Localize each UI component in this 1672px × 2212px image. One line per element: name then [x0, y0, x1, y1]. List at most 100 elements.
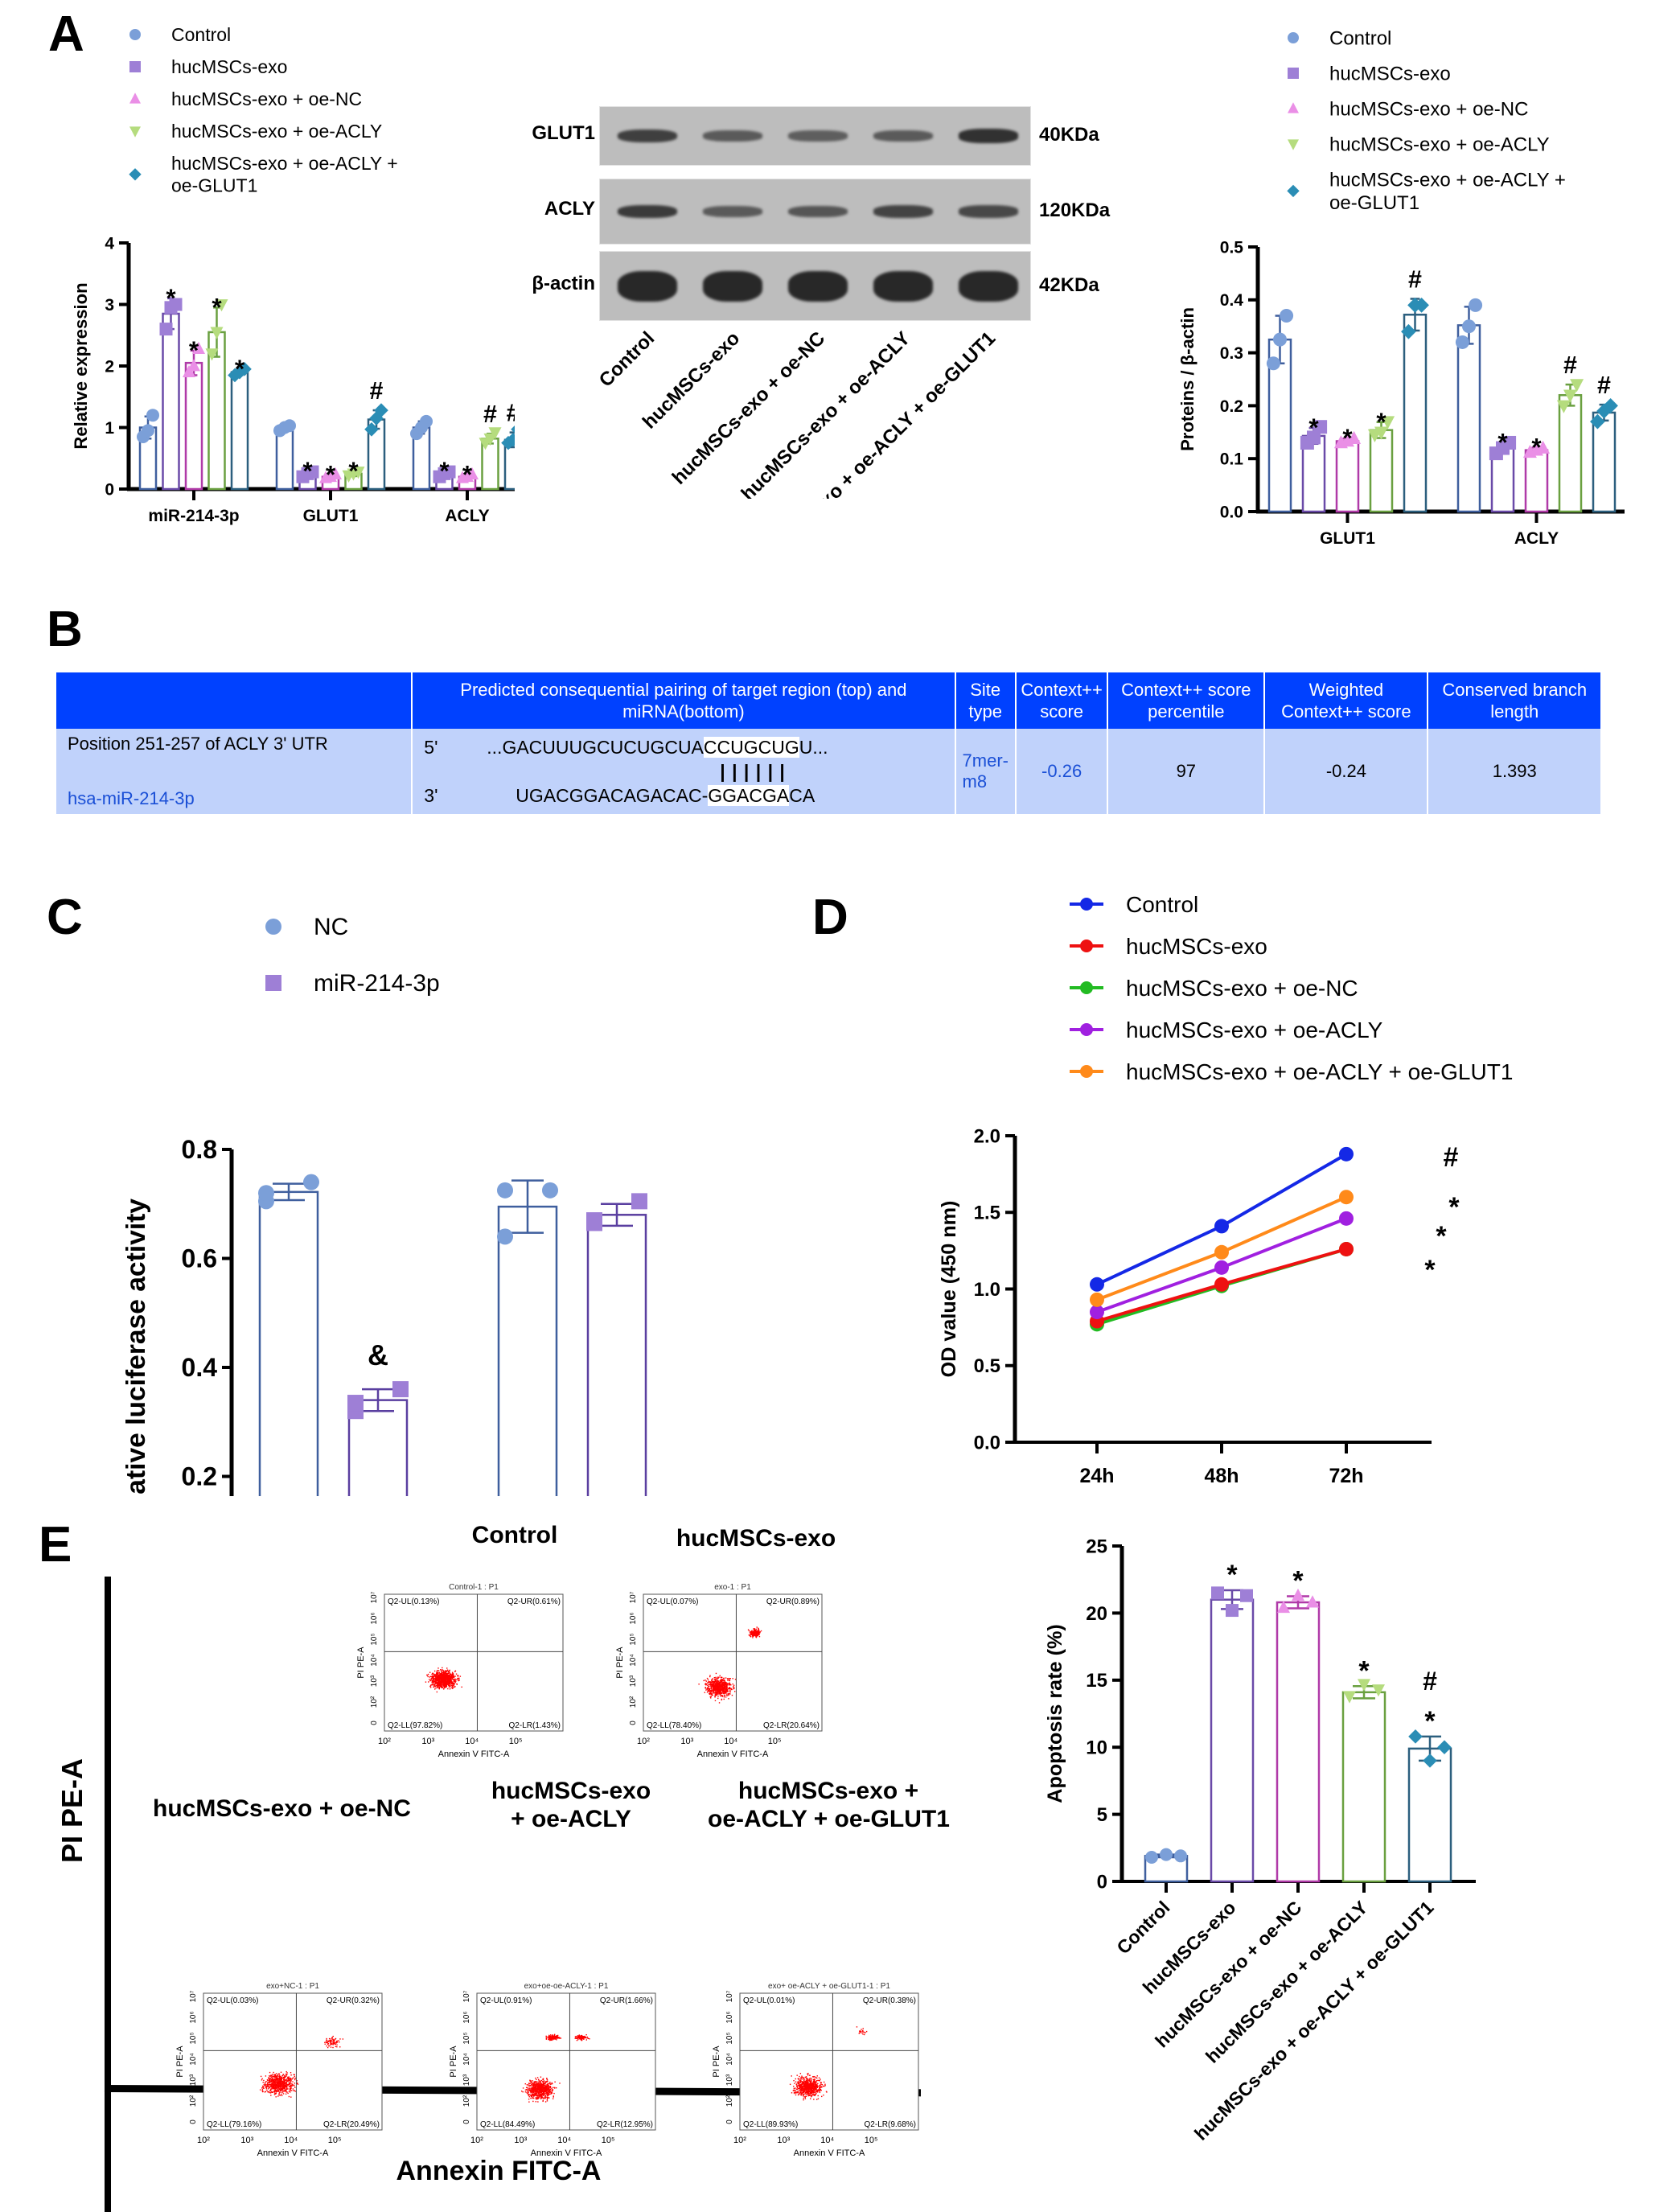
legend-label: Control — [1329, 27, 1391, 49]
event-dot — [724, 1692, 725, 1694]
event-dot — [713, 1690, 714, 1692]
flow-y-tick: 10² — [189, 2095, 198, 2107]
flow-y-tick: 10⁵ — [629, 1633, 638, 1645]
x-tick-label: GLUT1 — [1320, 529, 1375, 548]
event-dot — [725, 1684, 727, 1686]
data-point — [187, 359, 200, 372]
significance-mark: # — [1423, 1667, 1437, 1696]
event-dot — [277, 2084, 279, 2087]
event-dot — [274, 2076, 276, 2078]
y-tick-label: 1 — [105, 419, 114, 438]
event-dot — [261, 2085, 264, 2087]
event-dot — [578, 2034, 581, 2036]
event-dot — [449, 1671, 450, 1673]
quadrant-ul: Q2-UL(0.03%) — [207, 1996, 258, 2005]
event-dot — [807, 2084, 809, 2086]
event-dot — [548, 2082, 550, 2085]
quadrant-ll: Q2-LL(84.49%) — [480, 2120, 535, 2129]
y-tick-label: 0.0 — [1220, 503, 1243, 521]
flow-y-tick: 10⁷ — [725, 1990, 734, 2002]
event-dot — [284, 2085, 286, 2087]
bar — [1210, 1598, 1255, 1883]
event-dot — [805, 2095, 807, 2097]
blot-strip — [599, 251, 1031, 321]
mirna-link[interactable]: hsa-miR-214-3p — [68, 788, 195, 808]
event-dot — [452, 1675, 454, 1677]
event-dot — [450, 1682, 453, 1684]
event-dot — [442, 1675, 444, 1677]
event-dot — [547, 2097, 548, 2099]
legend-label: hucMSCs-exo + oe-ACLY + oe-GLUT1 — [1126, 1059, 1513, 1084]
event-dot — [547, 2083, 548, 2085]
event-dot — [559, 2082, 561, 2084]
table-cell-context-score[interactable]: -0.26 — [1015, 729, 1109, 814]
event-dot — [721, 1685, 724, 1688]
event-dot — [536, 2098, 539, 2099]
event-dot — [449, 1680, 450, 1682]
event-dot — [802, 2092, 803, 2094]
event-dot — [540, 2088, 543, 2091]
event-dot — [282, 2087, 284, 2089]
event-dot — [438, 1686, 440, 1688]
event-dot — [547, 2091, 548, 2094]
event-dot — [436, 1684, 438, 1687]
event-dot — [556, 2036, 557, 2037]
event-dot — [705, 1684, 707, 1686]
event-dot — [454, 1686, 455, 1688]
event-dot — [807, 2080, 809, 2082]
event-dot — [274, 2082, 276, 2084]
event-dot — [335, 2037, 337, 2040]
event-dot — [457, 1675, 458, 1676]
event-dot — [728, 1692, 729, 1695]
event-dot — [440, 1679, 442, 1680]
event-dot — [446, 1681, 448, 1684]
flow-y-tick: 10⁴ — [629, 1654, 638, 1666]
event-dot — [540, 2082, 542, 2084]
event-dot — [713, 1692, 716, 1694]
event-dot — [275, 2081, 277, 2082]
event-dot — [277, 2074, 279, 2076]
data-point — [1408, 1729, 1423, 1744]
event-dot — [296, 2082, 298, 2084]
event-dot — [544, 2092, 547, 2094]
event-dot — [444, 1675, 446, 1677]
event-dot — [577, 2037, 579, 2039]
event-dot — [538, 2081, 540, 2082]
event-dot — [545, 2082, 547, 2083]
event-dot — [540, 2084, 542, 2086]
table-cell-target: Position 251-257 of ACLY 3' UTR hsa-miR-… — [56, 729, 413, 814]
event-dot — [435, 1681, 437, 1683]
event-dot — [437, 1671, 438, 1673]
bar — [1456, 324, 1481, 513]
event-dot — [436, 1675, 438, 1678]
event-dot — [821, 2084, 824, 2086]
blot-row-label: ACLY — [544, 198, 595, 220]
event-dot — [553, 2033, 556, 2036]
event-dot — [716, 1686, 717, 1688]
event-dot — [524, 2089, 527, 2091]
event-dot — [538, 2091, 540, 2093]
event-dot — [432, 1680, 433, 1682]
event-dot — [809, 2086, 811, 2087]
flow-outer-xlabel: Annexin FITC-A — [396, 2156, 602, 2186]
event-dot — [274, 2078, 276, 2080]
event-dot — [545, 2084, 547, 2086]
event-dot — [554, 2087, 556, 2089]
event-dot — [862, 2033, 864, 2035]
event-dot — [548, 2093, 550, 2095]
event-dot — [270, 2074, 272, 2076]
significance-mark: * — [348, 456, 359, 485]
event-dot — [259, 2089, 261, 2091]
event-dot — [537, 2094, 539, 2095]
event-dot — [713, 1681, 715, 1683]
event-dot — [800, 2094, 802, 2095]
event-dot — [438, 1670, 440, 1671]
event-dot — [812, 2085, 815, 2087]
event-dot — [537, 2101, 539, 2103]
table-cell-site-type[interactable]: 7mer-m8 — [955, 729, 1017, 814]
event-dot — [803, 2091, 804, 2093]
event-dot — [815, 2087, 817, 2090]
event-dot — [281, 2087, 284, 2090]
event-dot — [808, 2093, 810, 2095]
event-dot — [812, 2094, 814, 2095]
